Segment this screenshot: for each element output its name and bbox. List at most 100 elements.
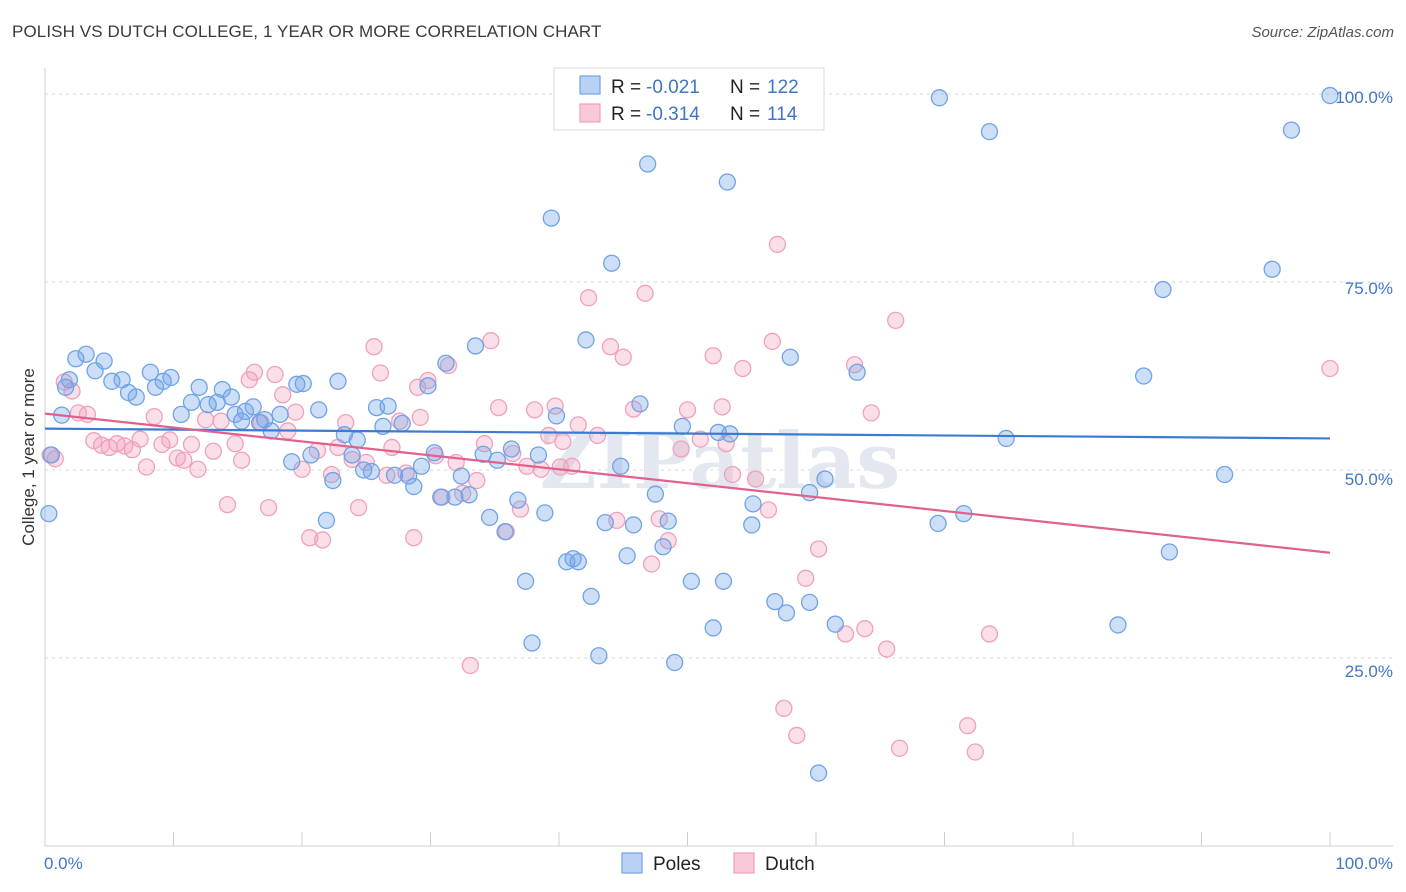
dutch-point [691,430,709,448]
dutch-point [461,656,479,675]
dutch-point [775,699,793,718]
poles-point [929,514,947,533]
dutch-point [371,364,390,382]
dutch-point [196,410,215,429]
dutch-point [322,465,341,484]
dutch-point [797,569,815,587]
poles-point [302,446,320,464]
poles-point [362,462,381,481]
poles-point [42,446,61,464]
poles-point [283,453,301,471]
x-tick-label-max: 100.0% [1335,854,1393,873]
poles-point [826,615,844,633]
dutch-point [232,451,251,469]
dutch-point [286,403,305,421]
poles-point [40,504,58,523]
legend-poles-label: Poles [653,854,701,875]
dutch-point [588,426,607,445]
poles-point [718,173,736,191]
dutch-point [482,332,500,350]
dutch-n-label: N = [730,104,760,125]
dutch-point [614,348,632,366]
poles-point [127,388,145,406]
dutch-point [958,717,977,735]
dutch-point [768,235,787,254]
dutch-point [245,363,264,381]
dutch-r-label: R = [611,104,641,125]
poles-point [67,350,85,368]
poles-point [529,446,548,464]
dutch-r-value: -0.314 [646,104,700,125]
dutch-point [343,450,361,469]
poles-point [800,593,819,612]
poles-point [141,363,160,381]
poles-point [704,619,722,637]
dutch-point [419,371,437,390]
legend-dutch-label: Dutch [765,854,815,875]
dutch-point [391,412,409,430]
dutch-point [636,284,654,302]
poles-point [744,495,762,513]
poles-point [646,485,665,503]
y-tick-label: 25.0% [1345,662,1393,681]
dutch-point [734,359,752,378]
dutch-point [554,432,572,451]
dutch-point [642,555,661,573]
poles-point [288,375,306,393]
poles-point [1154,280,1172,299]
poles-trend-line [44,427,1331,440]
poles-point [324,471,342,490]
poles-point [460,486,478,504]
poles-legend-swatch [579,75,601,95]
poles-point [516,572,535,590]
dutch-legend-swatch [579,103,601,123]
poles-point [624,516,643,534]
poles-point [766,592,784,611]
poles-point [980,122,999,141]
poles-point [502,440,521,458]
poles-point [743,516,761,534]
poles-n-value: 122 [767,77,799,98]
poles-point [190,378,208,396]
dutch-point [856,620,874,638]
dutch-point [182,435,201,454]
poles-point [603,254,621,272]
dutch-point [579,289,598,307]
dutch-series [41,235,1339,761]
dutch-point [746,470,765,488]
poles-point [1135,367,1153,385]
poles-point [682,572,701,590]
poles-point [348,431,366,449]
poles-point [777,604,796,622]
poles-point [182,393,201,411]
poles-point [310,401,328,419]
dutch-point [189,460,207,478]
poles-point [1215,465,1234,484]
poles-n-label: N = [730,77,760,98]
poles-point [800,483,819,502]
dutch-point [878,640,896,658]
dutch-point [489,398,508,417]
series-legend: Poles Dutch [621,852,815,875]
poles-point [654,538,672,556]
poles-point [1109,616,1127,634]
dutch-point [980,625,999,643]
chart-title: POLISH VS DUTCH COLLEGE, 1 YEAR OR MORE … [12,22,602,41]
poles-point [1321,86,1339,105]
poles-point [536,504,554,522]
poles-point [612,457,630,475]
poles-swatch [621,852,643,874]
poles-point [590,647,608,665]
poles-point [452,467,470,485]
dutch-point [78,405,97,424]
dutch-point [788,726,806,745]
poles-point [271,405,289,424]
poles-point [222,388,240,406]
poles-point [60,371,79,389]
source-label: Source: ZipAtlas.com [1251,24,1394,41]
poles-point [172,405,190,424]
poles-point [379,397,397,415]
dutch-point [551,458,569,476]
y-tick-label: 75.0% [1345,279,1393,298]
dutch-point [175,451,193,469]
